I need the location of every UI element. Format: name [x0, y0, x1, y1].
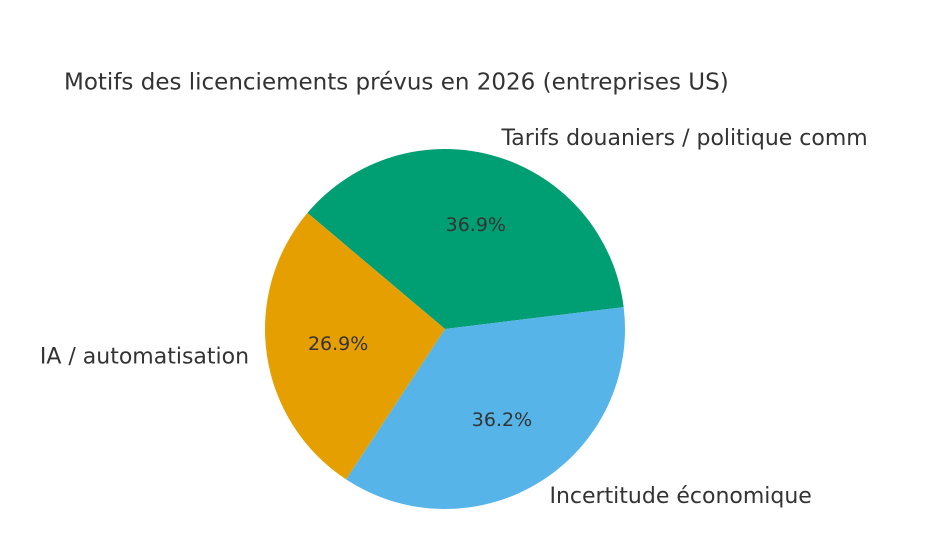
slice-label: Tarifs douaniers / politique comm [501, 126, 868, 151]
slice-label: IA / automatisation [40, 344, 249, 369]
percent-label: 36.2% [472, 409, 532, 431]
percent-label: 26.9% [308, 333, 368, 355]
pie-slice [307, 148, 624, 329]
percent-label: 36.9% [446, 214, 506, 236]
slice-label: Incertitude économique [549, 484, 811, 509]
pie-slice [265, 212, 445, 480]
pie-slice [346, 307, 626, 510]
chart-title: Motifs des licenciements prévus en 2026 … [64, 70, 729, 96]
